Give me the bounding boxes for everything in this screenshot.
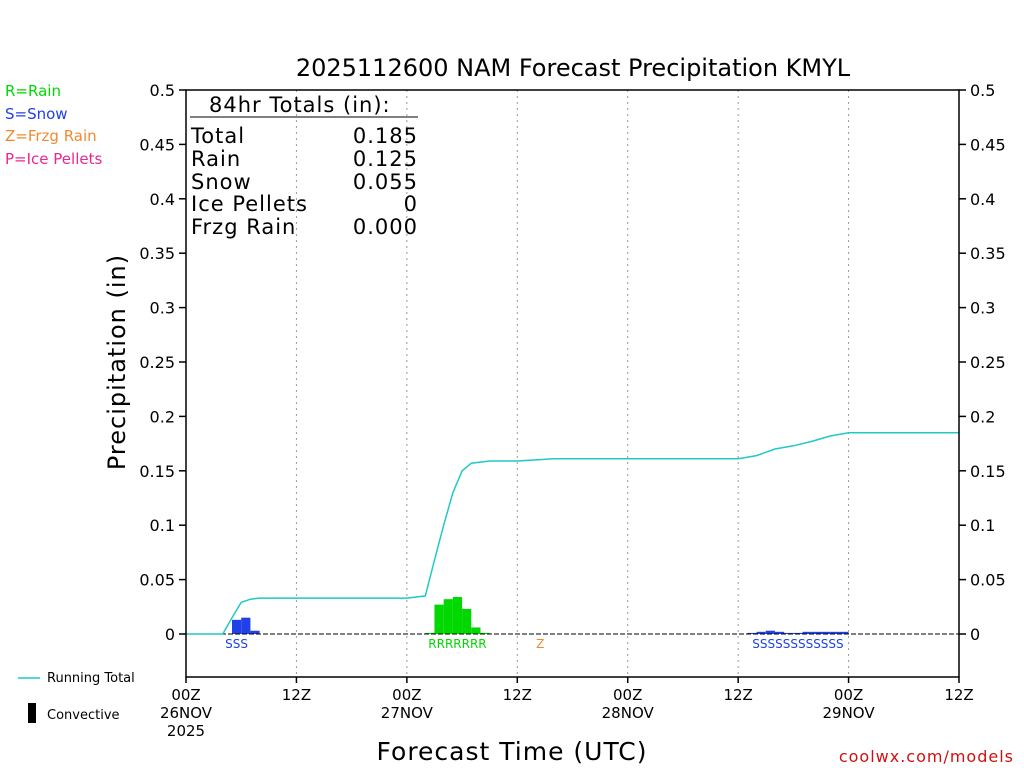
y-tick-label-left-7: 0.35 — [139, 244, 175, 263]
precip-bar-snow-14 — [784, 632, 794, 634]
convective-legend-label: Convective — [47, 708, 120, 723]
x-tick-label-4-1: 28NOV — [602, 704, 655, 722]
precip-bar-snow-2 — [250, 630, 260, 634]
x-tick-label-6-0: 00Z — [834, 686, 863, 704]
running-total-layer — [186, 431, 959, 635]
y-tick-label-left-8: 0.4 — [150, 190, 175, 209]
y-tick-label-left-3: 0.15 — [139, 462, 175, 481]
ticks: 0 0 0.05 0.05 0.1 0.1 0.15 0.15 0.2 0.2 0.25 0.25 0.… — [139, 81, 1005, 740]
x-tick-label-0-1: 26NOV — [160, 704, 213, 722]
x-tick-label-1-0: 12Z — [282, 686, 311, 704]
precip-bar-rain-8 — [471, 627, 481, 634]
legend-frzg-rain: Z=Frzg Rain — [5, 127, 97, 145]
x-axis-label: Forecast Time (UTC) — [377, 737, 648, 766]
x-tick-label-0-0: 00Z — [171, 686, 200, 704]
y-tick-label-left-10: 0.5 — [150, 81, 175, 100]
y-axis-label: Precipitation (in) — [103, 254, 131, 470]
precip-bar-snow-11 — [756, 631, 766, 634]
x-tick-label-6-1: 29NOV — [823, 704, 876, 722]
y-tick-label-left-9: 0.45 — [139, 135, 175, 154]
x-tick-label-3-0: 12Z — [503, 686, 532, 704]
precip-bar-rain-5 — [443, 599, 453, 634]
totals-rain-value: 0.125 — [353, 147, 418, 171]
watermark: coolwx.com/models — [839, 747, 1014, 766]
legend-ice-pellets: P=Ice Pellets — [5, 150, 102, 168]
totals-snow-label: Snow — [191, 170, 252, 194]
y-tick-label-left-6: 0.3 — [150, 299, 175, 318]
y-tick-label-right-2: 0.1 — [970, 516, 995, 535]
precip-bar-snow-16 — [802, 631, 812, 634]
chart-title: 2025112600 NAM Forecast Precipitation KM… — [296, 54, 851, 82]
y-tick-label-left-1: 0.05 — [139, 571, 175, 590]
y-tick-label-right-9: 0.45 — [970, 135, 1006, 154]
legend-rain: R=Rain — [5, 82, 61, 100]
y-tick-label-right-7: 0.35 — [970, 244, 1006, 263]
totals-ice-pellets-value: 0 — [404, 192, 418, 216]
totals-snow-value: 0.055 — [353, 170, 418, 194]
precip-bar-snow-12 — [765, 630, 775, 634]
precip-bar-snow-13 — [774, 631, 785, 634]
convective-legend-swatch — [28, 703, 36, 723]
ptype-legend: R=Rain S=Snow Z=Frzg Rain P=Ice Pellets — [5, 82, 102, 168]
precip-bar-snow-0 — [232, 619, 242, 634]
y-tick-label-right-5: 0.25 — [970, 353, 1006, 372]
precip-bar-rain-4 — [434, 604, 444, 634]
totals-total-label: Total — [190, 124, 245, 148]
totals-rain-label: Rain — [191, 147, 241, 171]
x-tick-label-4-0: 00Z — [613, 686, 642, 704]
running-total-legend-label: Running Total — [47, 671, 135, 686]
precip-bar-rain-7 — [462, 608, 472, 634]
totals-heading: 84hr Totals (in): — [209, 93, 391, 117]
plot-frame — [185, 89, 960, 678]
totals-box: 84hr Totals (in): Total 0.185 Rain 0.125… — [190, 93, 418, 239]
y-tick-label-right-10: 0.5 — [970, 81, 995, 100]
precip-bar-rain-6 — [452, 597, 463, 634]
y-tick-label-left-5: 0.25 — [139, 353, 175, 372]
y-tick-label-right-8: 0.4 — [970, 190, 995, 209]
axes — [185, 89, 960, 678]
legend-snow: S=Snow — [5, 105, 68, 123]
ptype-code-snow-0: SSS — [225, 637, 248, 651]
totals-frzg-rain-label: Frzg Rain — [191, 215, 296, 239]
y-tick-label-right-1: 0.05 — [970, 571, 1006, 590]
totals-frzg-rain-value: 0.000 — [353, 215, 418, 239]
precip-bar-rain-9 — [480, 632, 490, 634]
y-tick-label-right-4: 0.2 — [970, 407, 995, 426]
precip-bar-snow-20 — [839, 631, 849, 634]
precip-bar-snow-1 — [241, 617, 251, 634]
y-tick-label-right-6: 0.3 — [970, 299, 995, 318]
ptype-code-snow-3: SSSSSSSSSSSS — [752, 637, 843, 651]
ptype-codes: SSS RRRRRRR Z SSSSSSSSSSSS — [225, 637, 843, 651]
x-tick-label-0-2: 2025 — [167, 722, 205, 740]
running-total-line — [186, 431, 959, 635]
y-tick-label-left-4: 0.2 — [150, 407, 175, 426]
y-tick-label-right-3: 0.15 — [970, 462, 1006, 481]
y-tick-label-left-2: 0.1 — [150, 516, 175, 535]
y-tick-label-left-0: 0 — [165, 625, 175, 644]
precip-bar-snow-18 — [820, 631, 831, 634]
ptype-code-frzg-2: Z — [536, 637, 544, 651]
x-tick-label-5-0: 12Z — [723, 686, 752, 704]
totals-total-value: 0.185 — [353, 124, 418, 148]
grid — [295, 90, 850, 677]
ptype-code-rain-1: RRRRRRR — [428, 637, 486, 651]
bars — [232, 597, 849, 634]
x-tick-label-7-0: 12Z — [944, 686, 973, 704]
series-legend: Running Total Convective — [18, 671, 135, 723]
precip-bar-snow-15 — [793, 632, 803, 634]
precip-bar-snow-17 — [811, 631, 821, 634]
x-tick-label-2-1: 27NOV — [381, 704, 434, 722]
precip-bar-snow-19 — [830, 631, 840, 634]
y-tick-label-right-0: 0 — [970, 625, 980, 644]
x-tick-label-2-0: 00Z — [392, 686, 421, 704]
totals-ice-pellets-label: Ice Pellets — [191, 192, 308, 216]
precip-bar-snow-10 — [747, 632, 757, 634]
precip-bar-rain-3 — [425, 632, 435, 634]
